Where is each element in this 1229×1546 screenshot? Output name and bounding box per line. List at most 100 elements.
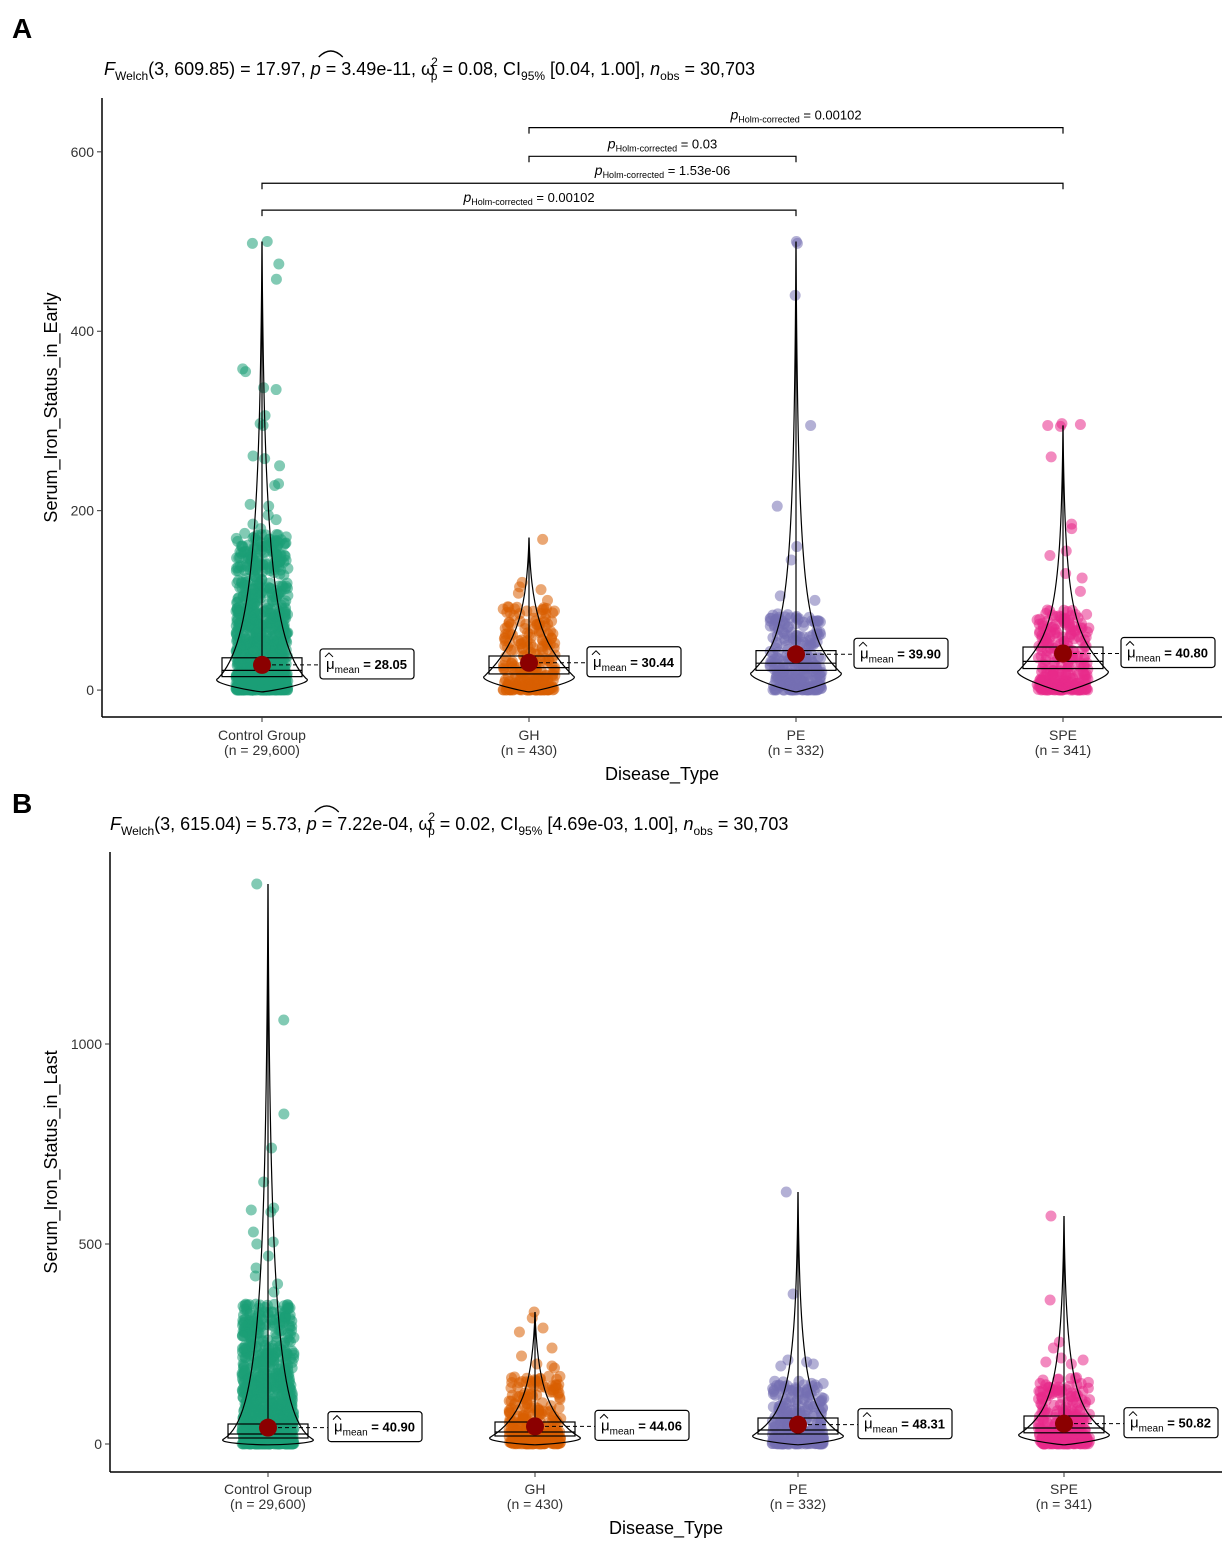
data-point — [1071, 677, 1083, 689]
mean-point — [520, 653, 538, 672]
y-tick-label: 400 — [71, 323, 95, 339]
data-point — [270, 673, 282, 685]
panel-B: B FWelch(3, 615.04) = 5.73, p = 7.22e-04,… — [12, 788, 1222, 1539]
x-tick-n-label: (n = 430) — [501, 742, 557, 758]
data-point — [1037, 617, 1049, 629]
group-pe: PE(n = 332) μmean = 48.31 — [752, 1186, 953, 1512]
x-tick-label: GH — [525, 1481, 546, 1497]
violin — [1017, 425, 1109, 693]
panel-label: A — [12, 13, 32, 44]
chart-subtitle: FWelch(3, 615.04) = 5.73, p = 7.22e-04, … — [110, 810, 788, 838]
violin — [489, 1311, 581, 1446]
hat-icon — [591, 650, 601, 656]
mean-label: μmean = 44.06 — [601, 1417, 682, 1437]
data-point — [499, 655, 511, 667]
mean-point — [789, 1415, 807, 1434]
data-point — [784, 1396, 796, 1408]
data-point — [801, 656, 813, 668]
outlier-point — [531, 1358, 543, 1370]
bracket-line — [528, 155, 797, 163]
data-point — [815, 1414, 827, 1426]
outlier-point — [1045, 451, 1057, 463]
comparison-label: pHolm-corrected = 1.53e-06 — [594, 162, 730, 180]
data-point — [525, 638, 537, 650]
data-point — [247, 1384, 259, 1396]
outlier-point — [774, 590, 786, 602]
data-point — [794, 1437, 806, 1449]
data-point — [769, 1421, 781, 1433]
data-point — [259, 605, 271, 617]
outlier-point — [245, 1204, 257, 1216]
x-tick-n-label: (n = 29,600) — [230, 1496, 306, 1512]
outlier-point — [1047, 1342, 1059, 1354]
data-point — [773, 1380, 785, 1392]
data-point — [237, 1300, 249, 1312]
data-point — [782, 1410, 794, 1422]
data-point — [1034, 625, 1046, 637]
x-tick-label: Control Group — [224, 1481, 312, 1497]
data-point — [270, 534, 282, 546]
data-points — [497, 533, 561, 696]
hat-icon — [599, 1413, 609, 1419]
data-point — [1078, 660, 1090, 672]
data-point — [279, 550, 291, 562]
outlier-point — [259, 453, 271, 465]
outlier-point — [270, 384, 282, 396]
outlier-point — [261, 236, 273, 248]
bracket-line — [528, 127, 1064, 134]
group-gh: GH(n = 430) μmean = 44.06 — [489, 1306, 690, 1512]
violin — [750, 241, 842, 693]
data-point — [237, 640, 249, 652]
mean-label-box — [319, 648, 415, 680]
data-point — [1064, 631, 1076, 643]
data-point — [253, 1327, 265, 1339]
data-point — [547, 674, 559, 686]
mean-point — [259, 1418, 277, 1437]
mean-point — [526, 1417, 544, 1436]
outlier-point — [548, 1362, 560, 1374]
mean-label-box — [853, 637, 949, 669]
data-point — [538, 675, 550, 687]
hat-icon — [324, 652, 334, 658]
data-point — [777, 672, 789, 684]
data-point — [245, 611, 257, 623]
data-point — [245, 550, 257, 562]
data-point — [1063, 617, 1075, 629]
outlier-point — [807, 1358, 819, 1370]
data-point — [1045, 626, 1057, 638]
outlier-point — [546, 1342, 558, 1354]
outlier-point — [278, 1014, 290, 1026]
data-point — [246, 680, 258, 692]
data-points — [230, 236, 294, 696]
comparison-label: pHolm-corrected = 0.00102 — [729, 107, 861, 125]
data-point — [247, 584, 259, 596]
data-point — [773, 1438, 785, 1450]
outlier-point — [1045, 1210, 1057, 1222]
data-point — [250, 1393, 262, 1405]
group-control-group: Control Group(n = 29,600) μmean = 40.90 — [222, 878, 423, 1512]
data-point — [1055, 611, 1067, 623]
data-points — [1031, 418, 1095, 696]
data-point — [535, 1372, 547, 1384]
x-axis-title: Disease_Type — [609, 1518, 723, 1539]
outlier-point — [1044, 1294, 1056, 1306]
data-point — [280, 580, 292, 592]
data-point — [239, 1352, 251, 1364]
data-point — [244, 1308, 256, 1320]
x-tick-n-label: (n = 332) — [768, 742, 824, 758]
outlier-point — [535, 584, 547, 596]
data-point — [764, 645, 776, 657]
outlier-point — [1076, 572, 1088, 584]
data-point — [778, 632, 790, 644]
data-point — [805, 638, 817, 650]
outlier-point — [1074, 419, 1086, 431]
outlier-point — [1077, 1354, 1089, 1366]
hat-icon — [1128, 1410, 1138, 1417]
outlier-point — [247, 450, 259, 462]
comparison-label: pHolm-corrected = 0.00102 — [462, 189, 594, 207]
data-point — [279, 674, 291, 686]
outlier-point — [1066, 523, 1078, 535]
outlier-point — [240, 366, 252, 378]
data-point — [275, 564, 287, 576]
